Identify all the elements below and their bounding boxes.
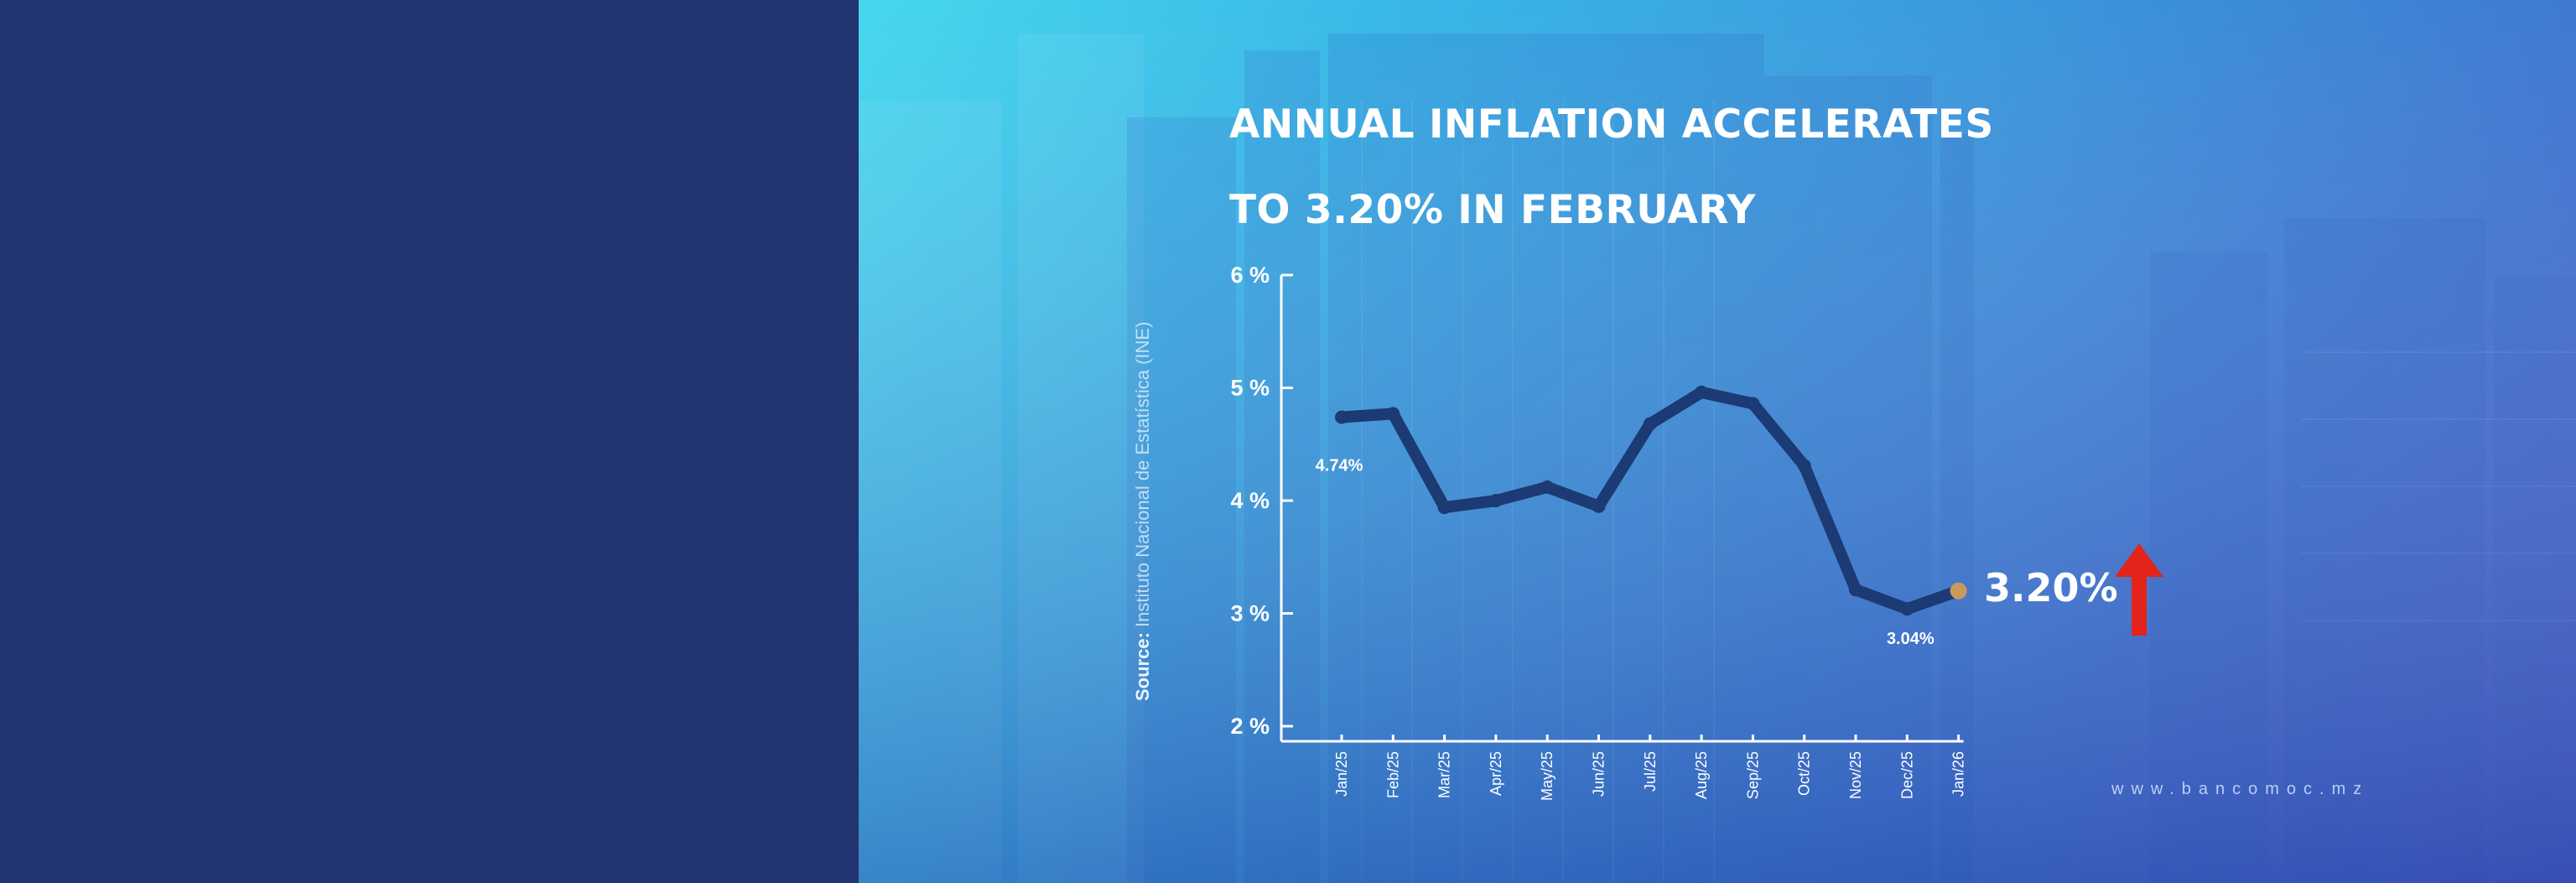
data-point: [1643, 417, 1657, 431]
data-point: [1540, 480, 1555, 494]
data-point: [1592, 499, 1606, 513]
data-point: [1849, 583, 1862, 597]
chart-title: ANNUAL INFLATION ACCELERATES TO 3.20% IN…: [1229, 82, 2068, 253]
data-point: [1488, 494, 1503, 507]
up-arrow-icon: [2115, 543, 2163, 636]
data-point: [1386, 407, 1400, 421]
x-tick-label: Jun/25: [1591, 751, 1607, 797]
left-blank-panel: [0, 0, 859, 883]
x-tick-label: Aug/25: [1693, 751, 1710, 799]
highlight-value: 3.20%: [1984, 565, 2118, 610]
x-tick-label: Jan/26: [1950, 751, 1967, 797]
title-line-2: TO 3.20% IN FEBRUARY: [1229, 187, 1756, 233]
chart-axes: [1280, 275, 1964, 743]
footer-website: www.bancomoc.mz: [2111, 780, 2370, 798]
x-tick-label: Nov/25: [1847, 751, 1864, 799]
data-point-latest: [1950, 582, 1967, 600]
y-tick-label: 6 %: [1230, 262, 1270, 288]
x-tick-labels: Jan/25 Feb/25 Mar/25 Apr/25 May/25 Jun/25 Jul/…: [1333, 735, 1967, 801]
y-tick-labels: 6 % 5 % 4 % 3 % 2 %: [1230, 262, 1293, 739]
y-tick-label: 3 %: [1230, 601, 1270, 626]
x-tick-label: Sep/25: [1744, 751, 1761, 799]
city-background-art: [859, 0, 2576, 883]
data-label: 3.04%: [1887, 630, 1935, 648]
data-point: [1335, 410, 1348, 424]
data-label: 4.74%: [1316, 456, 1363, 475]
x-tick-label: May/25: [1539, 751, 1555, 801]
y-tick-label: 2 %: [1230, 714, 1270, 739]
data-point: [1437, 501, 1452, 515]
infographic-panel: [859, 0, 2576, 883]
data-points: [1335, 385, 1967, 616]
y-tick-label: 5 %: [1230, 376, 1270, 401]
x-tick-label: Dec/25: [1898, 751, 1915, 799]
title-line-1: ANNUAL INFLATION ACCELERATES: [1229, 101, 1994, 148]
x-tick-label: Jan/25: [1333, 751, 1350, 797]
x-tick-label: Mar/25: [1436, 751, 1453, 798]
x-tick-label: Feb/25: [1384, 751, 1401, 798]
data-point: [1797, 459, 1811, 473]
data-labels: 4.74% 3.04%: [1316, 456, 1935, 648]
x-tick-label: Apr/25: [1488, 751, 1504, 796]
y-tick-label: 4 %: [1230, 488, 1270, 513]
data-point: [1900, 602, 1914, 616]
data-point: [1695, 385, 1709, 399]
x-tick-label: Oct/25: [1796, 751, 1813, 796]
x-tick-label: Jul/25: [1642, 751, 1659, 792]
data-point: [1746, 397, 1760, 411]
